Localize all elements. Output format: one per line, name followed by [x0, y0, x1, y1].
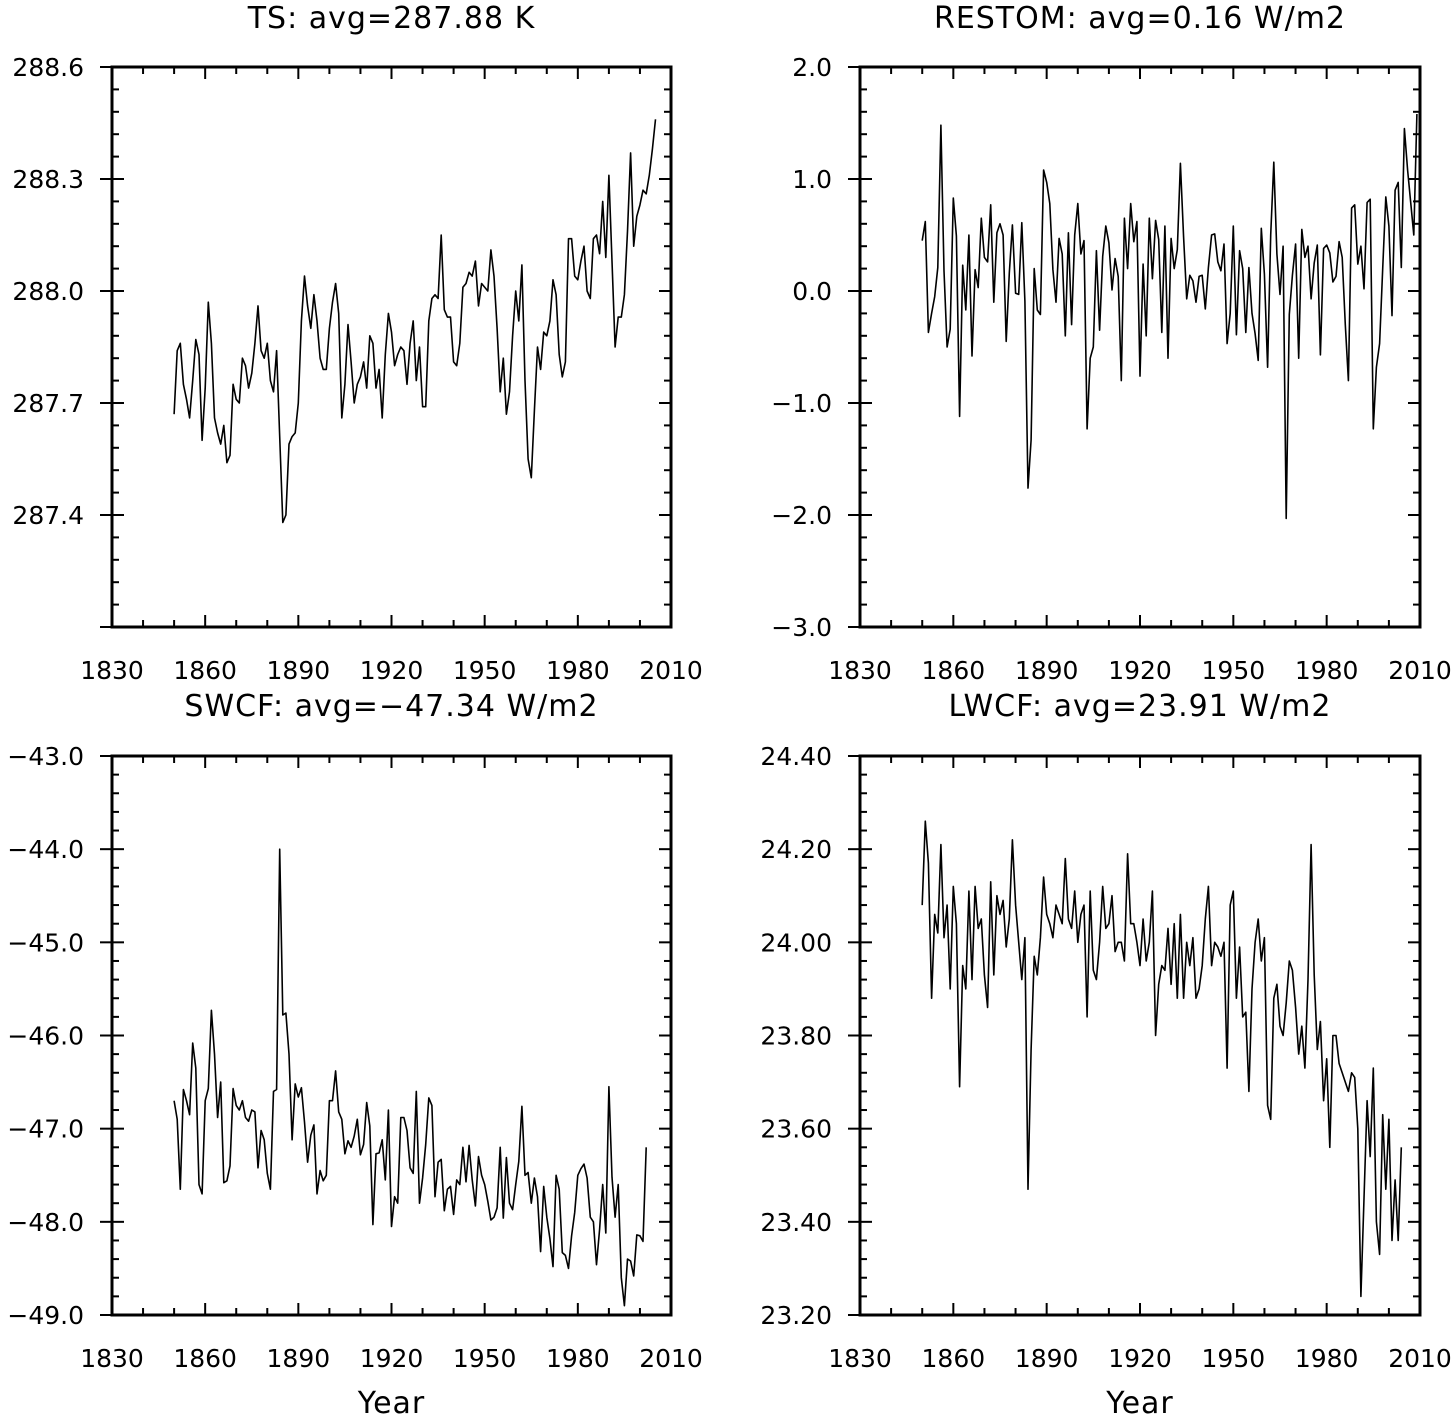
y-tick-label: −47.0	[7, 1115, 84, 1144]
y-tick-label: 23.40	[760, 1208, 832, 1237]
x-tick-label: 1980	[546, 1344, 610, 1373]
y-tick-label: −43.0	[7, 742, 84, 771]
x-tick-label: 1950	[453, 656, 517, 685]
y-tick-label: 288.3	[12, 165, 84, 194]
x-tick-label: 2010	[639, 1344, 703, 1373]
y-tick-label: 287.7	[12, 389, 84, 418]
x-tick-label: 1980	[1295, 656, 1359, 685]
x-tick-label: 1890	[267, 1344, 331, 1373]
x-tick-label: 1830	[828, 656, 892, 685]
y-tick-label: −48.0	[7, 1208, 84, 1237]
x-tick-label: 1920	[1108, 656, 1172, 685]
x-tick-label: 2010	[1388, 656, 1452, 685]
x-tick-label: 1890	[267, 656, 331, 685]
y-tick-label: 23.20	[760, 1301, 832, 1330]
x-tick-label: 1860	[173, 1344, 237, 1373]
x-axis-label: Year	[357, 1386, 426, 1415]
x-tick-label: 1830	[828, 1344, 892, 1373]
x-tick-label: 1950	[453, 1344, 517, 1373]
y-tick-label: −49.0	[7, 1301, 84, 1330]
x-tick-label: 1830	[80, 1344, 144, 1373]
series-line	[921, 820, 1403, 1298]
series-line	[173, 119, 657, 524]
chart-title: RESTOM: avg=0.16 W/m2	[934, 1, 1346, 36]
chart-title: LWCF: avg=23.91 W/m2	[949, 689, 1332, 724]
y-tick-label: 24.00	[760, 928, 832, 957]
x-tick-label: 1860	[922, 656, 986, 685]
x-tick-label: 1890	[1015, 656, 1079, 685]
panel-2: RESTOM: avg=0.16 W/m2 1830 1860 1890 1920 195…	[771, 1, 1452, 685]
x-tick-label: 1920	[1108, 1344, 1172, 1373]
y-tick-label: 24.20	[760, 835, 832, 864]
y-tick-label: 2.0	[792, 53, 832, 82]
x-tick-label: 1920	[360, 1344, 424, 1373]
series-line	[173, 848, 647, 1307]
x-tick-label: 1860	[922, 1344, 986, 1373]
y-tick-label: −1.0	[771, 389, 832, 418]
y-tick-label: 1.0	[792, 165, 832, 194]
x-tick-label: 1860	[173, 656, 237, 685]
series-line	[921, 113, 1418, 520]
x-tick-label: 2010	[1388, 1344, 1452, 1373]
x-tick-label: 1920	[360, 656, 424, 685]
y-tick-label: 287.4	[12, 501, 84, 530]
panel-4: LWCF: avg=23.91 W/m2 1830 1860 1890 1920 1950…	[760, 689, 1451, 1415]
x-tick-label: 2010	[639, 656, 703, 685]
x-tick-label: 1950	[1202, 656, 1266, 685]
y-tick-label: −3.0	[771, 613, 832, 642]
y-tick-label: 0.0	[792, 277, 832, 306]
x-tick-label: 1830	[80, 656, 144, 685]
y-tick-label: −44.0	[7, 835, 84, 864]
panel-1: TS: avg=287.88 K 1830 1860 1890 1920 1950 1980…	[12, 1, 702, 685]
x-tick-label: 1950	[1202, 1344, 1266, 1373]
x-tick-label: 1890	[1015, 1344, 1079, 1373]
chart-title: TS: avg=287.88 K	[247, 1, 536, 36]
y-tick-label: 288.0	[12, 277, 84, 306]
y-tick-label: 24.40	[760, 742, 832, 771]
plot-frame	[110, 754, 673, 1317]
x-axis-label: Year	[1105, 1386, 1174, 1415]
y-tick-label: 23.80	[760, 1022, 832, 1051]
y-tick-label: 23.60	[760, 1115, 832, 1144]
y-tick-label: −2.0	[771, 501, 832, 530]
chart-title: SWCF: avg=−47.34 W/m2	[184, 689, 598, 724]
x-tick-label: 1980	[546, 656, 610, 685]
y-tick-label: 288.6	[12, 53, 84, 82]
y-tick-label: −46.0	[7, 1022, 84, 1051]
panel-3: SWCF: avg=−47.34 W/m2 1830 1860 1890 1920 195…	[7, 689, 702, 1415]
y-tick-label: −45.0	[7, 928, 84, 957]
x-tick-label: 1980	[1295, 1344, 1359, 1373]
